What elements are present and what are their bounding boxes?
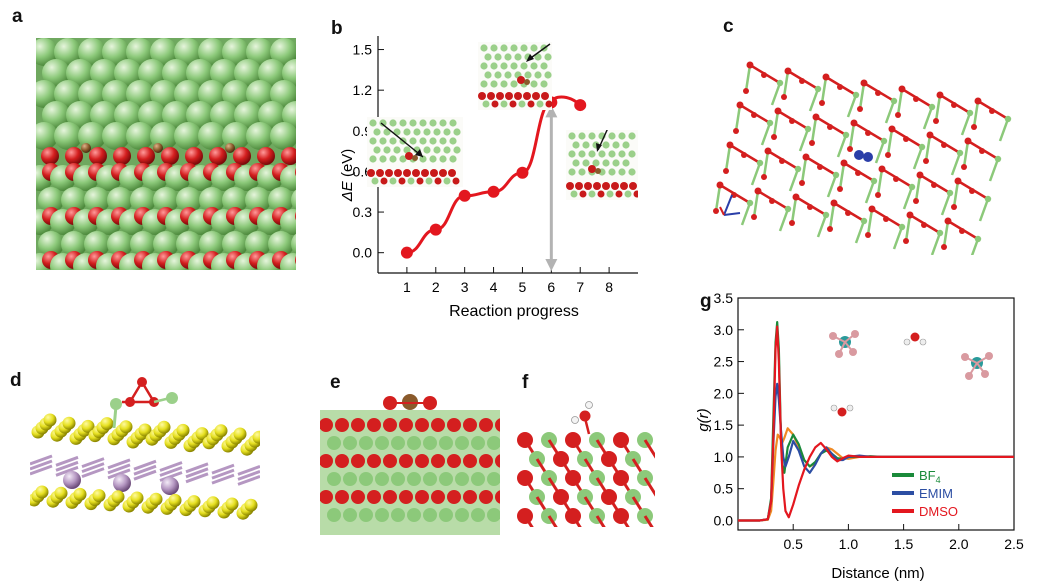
panel-g-rdf-chart: 0.0 0.5 1.0 1.5 2.0 2.5 3.0 3.5 0.5 1.0 1.5 2.0 2.5 B…: [696, 290, 1024, 582]
b-xtick-label: 8: [605, 279, 613, 295]
n2-molecule: [854, 150, 873, 162]
panel-label-c: c: [723, 16, 734, 37]
g-legend-label: BF4: [919, 468, 941, 485]
g-xtick-label: 1.5: [894, 536, 914, 552]
b-arrowhead: [545, 105, 558, 118]
b-xlabel: Reaction progress: [449, 303, 579, 320]
panel-c-lattice-structure: [713, 61, 1012, 255]
inset-arrow: [380, 122, 424, 158]
g-legend-label: EMIM: [919, 486, 953, 501]
b-ytick-label: 0.0: [353, 245, 373, 261]
b-arrowhead: [545, 259, 558, 271]
g-ytick-label: 3.5: [714, 290, 734, 306]
g-xtick-label: 0.5: [783, 536, 803, 552]
g-plot-frame: [737, 297, 1015, 531]
b-ytick-label: 0.3: [353, 204, 373, 220]
g-ylabel: g(r): [696, 408, 712, 431]
panel-b-inset-2: [478, 42, 552, 110]
b-data-point: [516, 166, 529, 179]
b-data-point: [458, 189, 471, 202]
b-ytick-label: 1.2: [353, 82, 373, 98]
panel-f-structure: [517, 401, 655, 527]
g-xlabel: Distance (nm): [831, 565, 924, 582]
g-xtick-label: 2.0: [949, 536, 969, 552]
panel-b-inset-3: [566, 130, 638, 200]
panel-e-structure: [320, 394, 500, 535]
b-data-point: [574, 99, 587, 112]
b-xtick-label: 2: [432, 279, 440, 295]
b-xtick-label: 6: [547, 279, 555, 295]
g-ytick-label: 0.5: [714, 481, 734, 497]
b-data-point: [429, 223, 442, 236]
b-ylabel: ΔE (eV): [339, 149, 356, 203]
g-ytick-label: 0.0: [714, 512, 734, 528]
b-data-point: [400, 246, 413, 259]
b-xtick-label: 4: [490, 279, 498, 295]
b-data-point: [487, 185, 500, 198]
g-legend-label: DMSO: [919, 504, 958, 519]
panel-label-g: g: [700, 291, 712, 312]
g-series-line: [738, 325, 1014, 522]
panel-label-e: e: [330, 372, 341, 393]
g-ytick-label: 2.5: [714, 354, 734, 370]
panel-label-a: a: [12, 6, 23, 27]
b-xtick-label: 7: [576, 279, 584, 295]
g-ytick-label: 3.0: [714, 322, 734, 338]
panel-d-structure: [30, 377, 260, 520]
b-xtick-label: 3: [461, 279, 469, 295]
panel-label-f: f: [522, 372, 529, 393]
panel-a-surface-structure: [36, 38, 296, 270]
b-ytick-label: 1.5: [353, 42, 373, 58]
g-molecule-icons: [829, 330, 993, 417]
g-ytick-label: 1.5: [714, 417, 734, 433]
g-ytick-label: 1.0: [714, 449, 734, 465]
panel-label-b: b: [331, 18, 343, 39]
g-xtick-label: 2.5: [1004, 536, 1024, 552]
g-ytick-label: 2.0: [714, 385, 734, 401]
g-series-line: [738, 427, 1014, 522]
panel-b-inset-1: [367, 117, 463, 187]
b-xtick-label: 1: [403, 279, 411, 295]
b-xtick-label: 5: [519, 279, 527, 295]
panel-label-d: d: [10, 370, 22, 391]
axis-triad-icon: [719, 194, 741, 216]
g-xtick-label: 1.0: [839, 536, 859, 552]
